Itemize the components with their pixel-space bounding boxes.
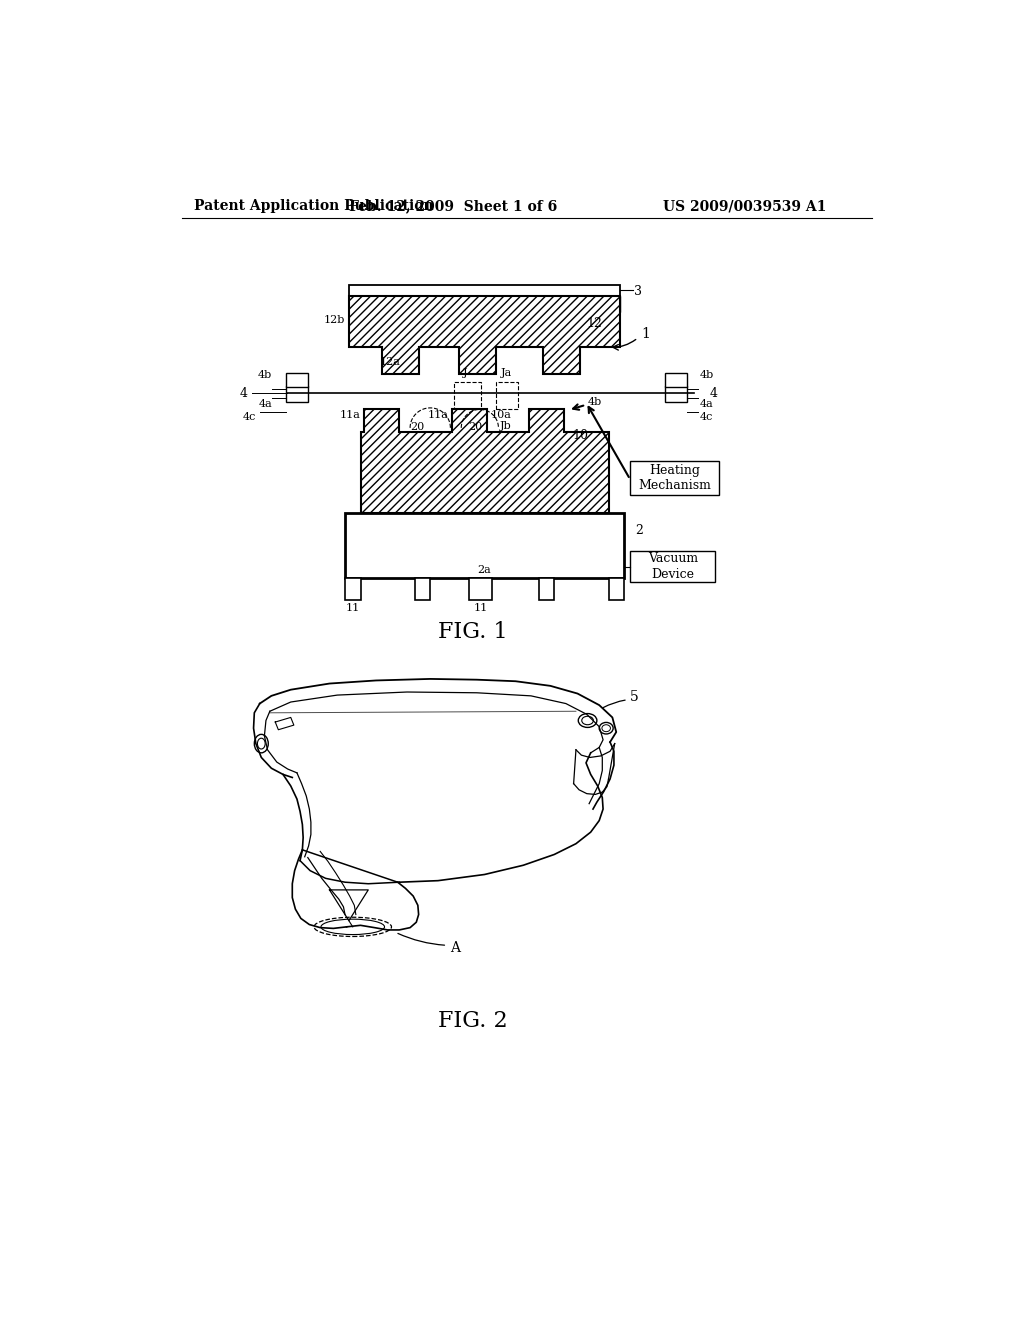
Bar bbox=[454, 381, 480, 409]
Text: 4b: 4b bbox=[700, 370, 714, 380]
Text: 4c: 4c bbox=[700, 412, 714, 422]
Text: 4a: 4a bbox=[700, 399, 714, 409]
Polygon shape bbox=[360, 409, 608, 512]
Bar bbox=[349, 296, 358, 312]
Text: J: J bbox=[463, 368, 467, 379]
Bar bbox=[415, 578, 430, 599]
Text: 12b: 12b bbox=[324, 315, 345, 325]
Text: FIG. 2: FIG. 2 bbox=[438, 1010, 508, 1032]
Bar bbox=[611, 296, 621, 312]
Text: 10: 10 bbox=[572, 429, 588, 442]
Text: 11a: 11a bbox=[427, 411, 449, 420]
Text: 11: 11 bbox=[473, 603, 487, 614]
Text: FIG. 1: FIG. 1 bbox=[438, 620, 508, 643]
Text: 12: 12 bbox=[587, 317, 603, 330]
Bar bbox=[608, 578, 624, 599]
Text: A: A bbox=[450, 941, 460, 954]
Text: 4: 4 bbox=[710, 387, 717, 400]
Bar bbox=[630, 552, 716, 582]
Text: 20: 20 bbox=[411, 422, 425, 432]
Text: 11a: 11a bbox=[340, 411, 360, 420]
Text: Feb. 12, 2009  Sheet 1 of 6: Feb. 12, 2009 Sheet 1 of 6 bbox=[349, 199, 558, 213]
Bar bbox=[349, 285, 621, 296]
Text: Heating
Mechanism: Heating Mechanism bbox=[638, 463, 712, 492]
Bar bbox=[469, 578, 493, 599]
Text: 12a: 12a bbox=[380, 358, 400, 367]
Text: 4b: 4b bbox=[258, 370, 272, 380]
Text: 10a: 10a bbox=[490, 411, 512, 420]
Polygon shape bbox=[349, 296, 621, 374]
Bar bbox=[665, 385, 687, 403]
Text: 4c: 4c bbox=[243, 412, 256, 422]
Text: 4a: 4a bbox=[258, 399, 272, 409]
Text: 3: 3 bbox=[634, 285, 642, 298]
Bar bbox=[665, 374, 687, 387]
Text: Ja: Ja bbox=[502, 368, 513, 379]
Text: 2: 2 bbox=[635, 524, 643, 537]
Text: 4b: 4b bbox=[588, 397, 602, 407]
Bar bbox=[286, 385, 308, 403]
Bar bbox=[539, 578, 554, 599]
Bar bbox=[286, 374, 308, 387]
Bar bbox=[345, 578, 360, 599]
Text: Patent Application Publication: Patent Application Publication bbox=[194, 199, 433, 213]
Bar bbox=[496, 381, 518, 409]
Text: 1: 1 bbox=[641, 327, 650, 341]
Text: 11: 11 bbox=[346, 603, 359, 614]
Text: 20: 20 bbox=[468, 422, 482, 432]
Text: 4: 4 bbox=[240, 387, 248, 400]
Bar bbox=[630, 461, 719, 495]
Text: Vacuum
Device: Vacuum Device bbox=[648, 553, 698, 581]
Text: 2a: 2a bbox=[477, 565, 492, 576]
Text: US 2009/0039539 A1: US 2009/0039539 A1 bbox=[663, 199, 826, 213]
Text: 5: 5 bbox=[630, 690, 639, 705]
Bar bbox=[345, 512, 624, 578]
Text: Jb: Jb bbox=[500, 421, 511, 430]
